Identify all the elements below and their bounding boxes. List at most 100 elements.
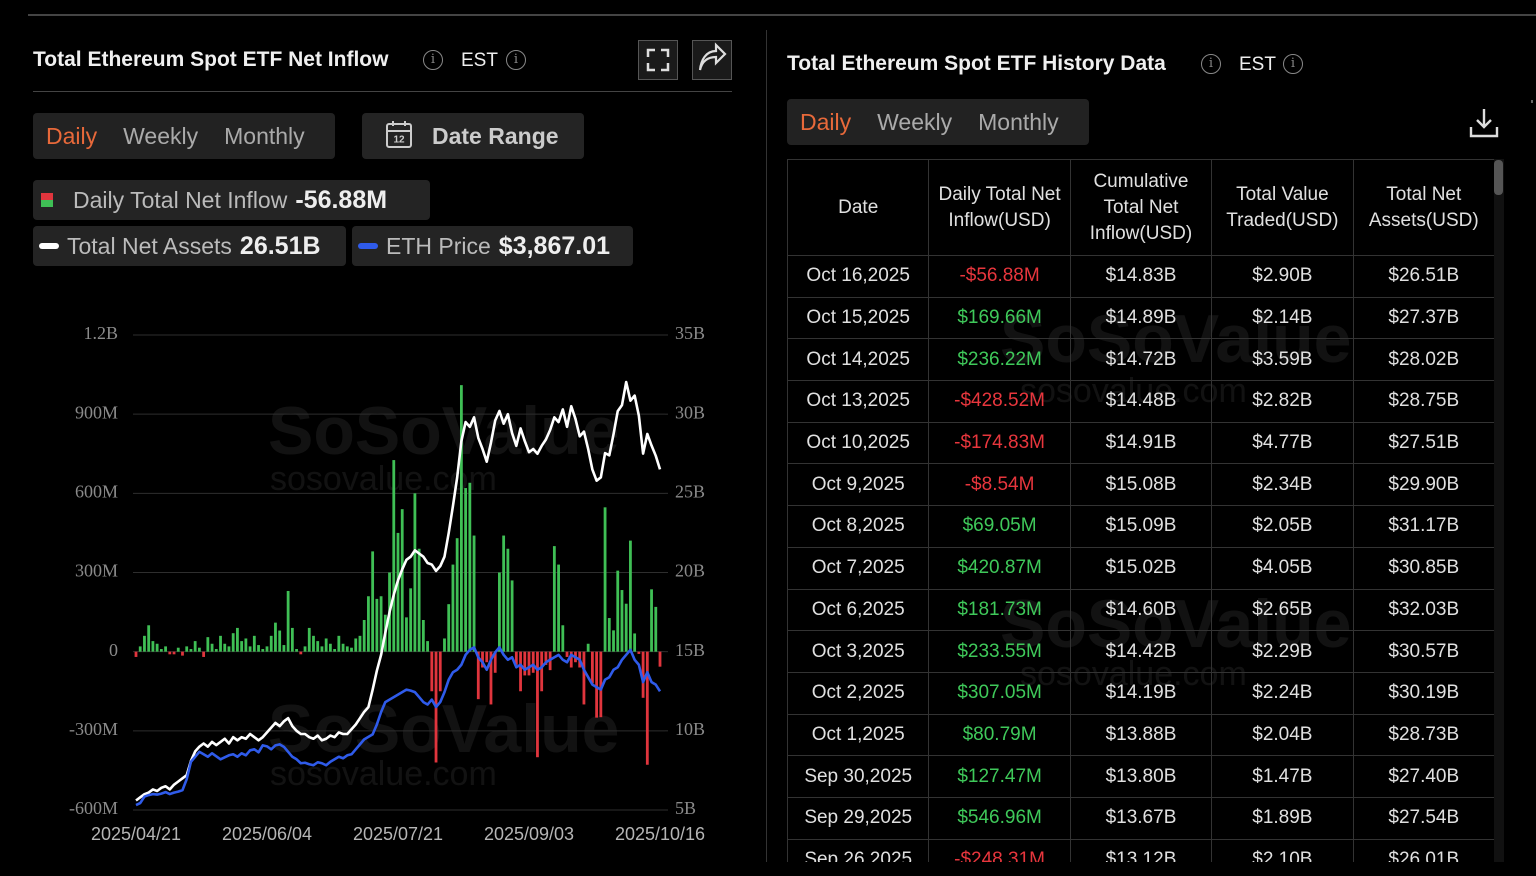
date-range-button[interactable]: 12 Date Range <box>362 113 584 159</box>
y2-tick-label: 10B <box>675 719 705 739</box>
table-cell: $28.02B <box>1352 338 1495 382</box>
bar <box>231 633 235 652</box>
y-tick-label: -300M <box>69 719 118 739</box>
bar <box>269 635 273 652</box>
info-icon[interactable]: i <box>506 50 526 70</box>
table-cell: $4.05B <box>1211 546 1354 590</box>
bar <box>371 551 375 652</box>
bar <box>197 647 201 652</box>
bar <box>400 509 404 652</box>
table-cell: $26.51B <box>1352 255 1495 298</box>
table-cell: -$174.83M <box>928 421 1071 465</box>
y-tick-label: 300M <box>75 561 118 581</box>
info-icon[interactable]: i <box>423 50 443 70</box>
table-row: Oct 10,2025 -$174.83M $14.91B $4.77B $27.51B <box>787 421 1495 465</box>
bar <box>616 570 620 652</box>
bar <box>286 590 290 652</box>
table-cell: $28.75B <box>1352 380 1495 423</box>
table-cell: $14.48B <box>1069 380 1213 423</box>
bar <box>324 638 328 652</box>
bar <box>202 651 206 657</box>
x-tick-label: 2025/07/21 <box>353 824 443 844</box>
tab[interactable]: Monthly <box>224 122 305 149</box>
x-tick-label: 2025/09/03 <box>484 824 574 844</box>
table-row: Oct 8,2025 $69.05M $15.09B $2.05B $31.17B <box>787 505 1495 548</box>
bar <box>633 633 637 652</box>
bar <box>658 651 662 667</box>
column-header: Cumulative Total Net Inflow(USD) <box>1069 159 1213 256</box>
table-cell: $80.79M <box>928 713 1071 757</box>
bar <box>252 635 256 652</box>
table-row: Oct 1,2025 $80.79M $13.88B $2.04B $28.73B <box>787 713 1495 757</box>
table-cell: Oct 16,2025 <box>787 255 930 298</box>
bar <box>531 651 535 673</box>
bar <box>282 645 286 652</box>
bar <box>244 638 248 652</box>
download-button[interactable] <box>1466 105 1502 141</box>
table-cell: $14.91B <box>1069 421 1213 465</box>
info-icon[interactable]: i <box>1283 54 1303 74</box>
tab[interactable]: Daily <box>800 108 852 135</box>
table-cell: Oct 1,2025 <box>787 713 930 757</box>
table-cell: $13.67B <box>1069 796 1213 840</box>
bar <box>468 482 472 652</box>
bar <box>459 385 463 652</box>
bar <box>565 651 569 657</box>
bar <box>426 641 429 652</box>
tab[interactable]: Daily <box>46 122 98 149</box>
info-icon[interactable]: i <box>1201 54 1221 74</box>
legend-item[interactable]: Total Net Assets 26.51B <box>33 226 346 266</box>
bar <box>498 572 501 652</box>
tab[interactable]: Monthly <box>978 108 1059 135</box>
table-row: Oct 2,2025 $307.05M $14.19B $2.24B $30.19B <box>787 671 1495 715</box>
period-tabs: Daily Weekly Monthly <box>33 113 335 159</box>
table-cell: $546.96M <box>928 796 1071 840</box>
legend-label: ETH Price <box>386 232 491 259</box>
bar <box>443 638 446 652</box>
table-cell: -$248.31M <box>928 838 1071 862</box>
timezone: EST <box>461 50 498 71</box>
bar <box>629 540 632 652</box>
bar <box>206 637 210 652</box>
bar <box>350 647 353 652</box>
table-cell: $30.57B <box>1352 630 1495 673</box>
table-cell: $2.29B <box>1211 630 1354 673</box>
bar <box>502 535 506 652</box>
tab[interactable]: Weekly <box>877 108 953 135</box>
legend-value: 26.51B <box>239 231 321 260</box>
table-cell: $2.65B <box>1211 588 1354 632</box>
table-cell: $236.22M <box>928 338 1071 382</box>
table-cell: $14.60B <box>1069 588 1213 632</box>
bar <box>510 580 514 652</box>
legend-value: -56.88M <box>295 185 388 214</box>
bar <box>151 641 155 652</box>
legend-item[interactable]: ETH Price $3,867.01 <box>352 226 633 266</box>
bar <box>464 488 468 652</box>
scrollbar-thumb[interactable] <box>1494 160 1503 195</box>
table-cell: $13.12B <box>1069 838 1213 862</box>
fullscreen-button[interactable] <box>638 40 678 80</box>
share-button[interactable] <box>692 40 732 80</box>
column-header: Date <box>787 159 930 256</box>
table-cell: $420.87M <box>928 546 1071 590</box>
bar <box>455 538 459 652</box>
table-row: Oct 7,2025 $420.87M $15.02B $4.05B $30.85B <box>787 546 1495 590</box>
bar <box>299 651 303 655</box>
legend-item[interactable]: Daily Total Net Inflow -56.88M <box>33 180 430 220</box>
table-cell: $2.04B <box>1211 713 1354 757</box>
watermark: sosovalue.com <box>270 755 497 793</box>
bar <box>637 651 641 654</box>
bar <box>379 596 383 652</box>
bar <box>367 596 370 652</box>
table-row: Oct 16,2025 -$56.88M $14.83B $2.90B $26.51B <box>787 255 1495 298</box>
bar <box>485 651 489 663</box>
table-cell: $27.37B <box>1352 296 1495 340</box>
bar <box>645 651 649 765</box>
panel-title: Total Ethereum Spot ETF History Data <box>787 52 1166 75</box>
bar <box>295 649 298 652</box>
bar <box>447 604 451 652</box>
legend-swatch <box>39 243 59 249</box>
bar <box>320 646 324 652</box>
tab[interactable]: Weekly <box>123 122 199 149</box>
